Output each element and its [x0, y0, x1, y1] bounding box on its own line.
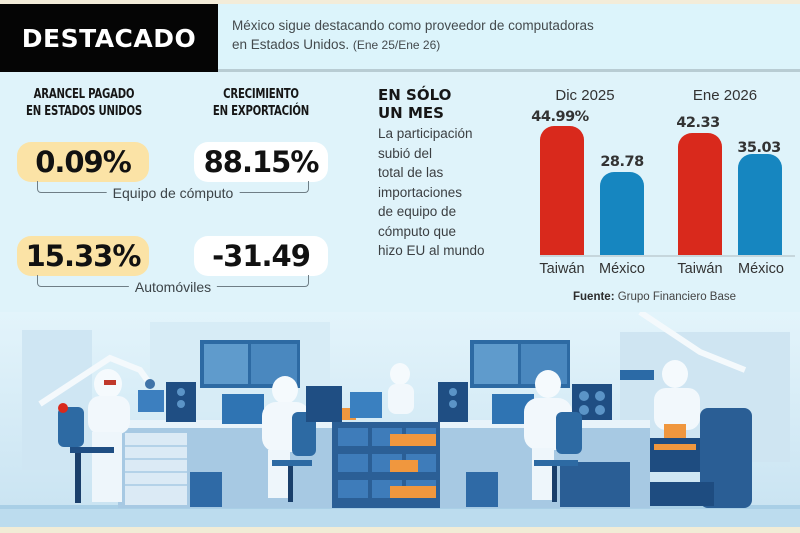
cat-label-mexico-dec: México [599, 261, 645, 277]
side-note-body: La participación subió del total de las … [378, 126, 485, 258]
auto-category-label: Automóviles [128, 279, 218, 295]
subtitle-line-2: en Estados Unidos. (Ene 25/Ene 26) [232, 37, 441, 52]
side-note-title: EN SÓLO UN MES [378, 86, 452, 122]
header-subtitle: México sigue destacando como proveedor d… [232, 16, 792, 55]
bar-chart: Dic 2025 Ene 2026 44.99% 28.78 42.33 35.… [530, 80, 800, 310]
cat-label-taiwan-jan: Taiwán [677, 261, 723, 277]
bar-value-taiwan-dec: 44.99% [531, 109, 589, 125]
computer-lab-scene-icon [0, 312, 800, 533]
bar-value-taiwan-jan: 42.33 [676, 115, 720, 131]
computer-growth-value: 88.15% [194, 142, 328, 182]
plot-area: 44.99% 28.78 42.33 35.03 [530, 80, 800, 256]
chart-baseline [540, 255, 795, 257]
growth-heading: CRECIMIENTO EN EXPORTACIÓN [212, 87, 310, 119]
lab-illustration [0, 312, 800, 533]
tariff-heading: ARANCEL PAGADO EN ESTADOS UNIDOS [26, 87, 142, 119]
auto-tariff-value: 15.33% [17, 236, 149, 276]
group-label-jan-2026: Ene 2026 [692, 87, 758, 104]
bar-mexico-jan [738, 154, 782, 256]
source-note: Fuente: Grupo Financiero Base [573, 291, 736, 303]
header: DESTACADO México sigue destacando como p… [0, 4, 800, 72]
subtitle-period: (Ene 25/Ene 26) [352, 38, 441, 52]
cat-label-taiwan-dec: Taiwán [539, 261, 585, 277]
bar-value-mexico-jan: 35.03 [737, 140, 781, 156]
section-badge: DESTACADO [0, 4, 218, 72]
group-label-dec-2025: Dic 2025 [555, 87, 615, 104]
computer-tariff-value: 0.09% [17, 142, 149, 182]
bar-taiwan-jan [678, 133, 722, 256]
subtitle-line-1: México sigue destacando como proveedor d… [232, 18, 594, 33]
bar-value-mexico-dec: 28.78 [600, 154, 644, 170]
top-strip [0, 0, 800, 4]
section-badge-label: DESTACADO [21, 23, 197, 53]
bar-mexico-dec [600, 172, 644, 256]
bar-taiwan-dec [540, 126, 584, 256]
auto-growth-value: -31.49 [194, 236, 328, 276]
computer-category-label: Equipo de cómputo [106, 185, 240, 201]
bottom-strip [0, 527, 800, 533]
cat-label-mexico-jan: México [738, 261, 784, 277]
